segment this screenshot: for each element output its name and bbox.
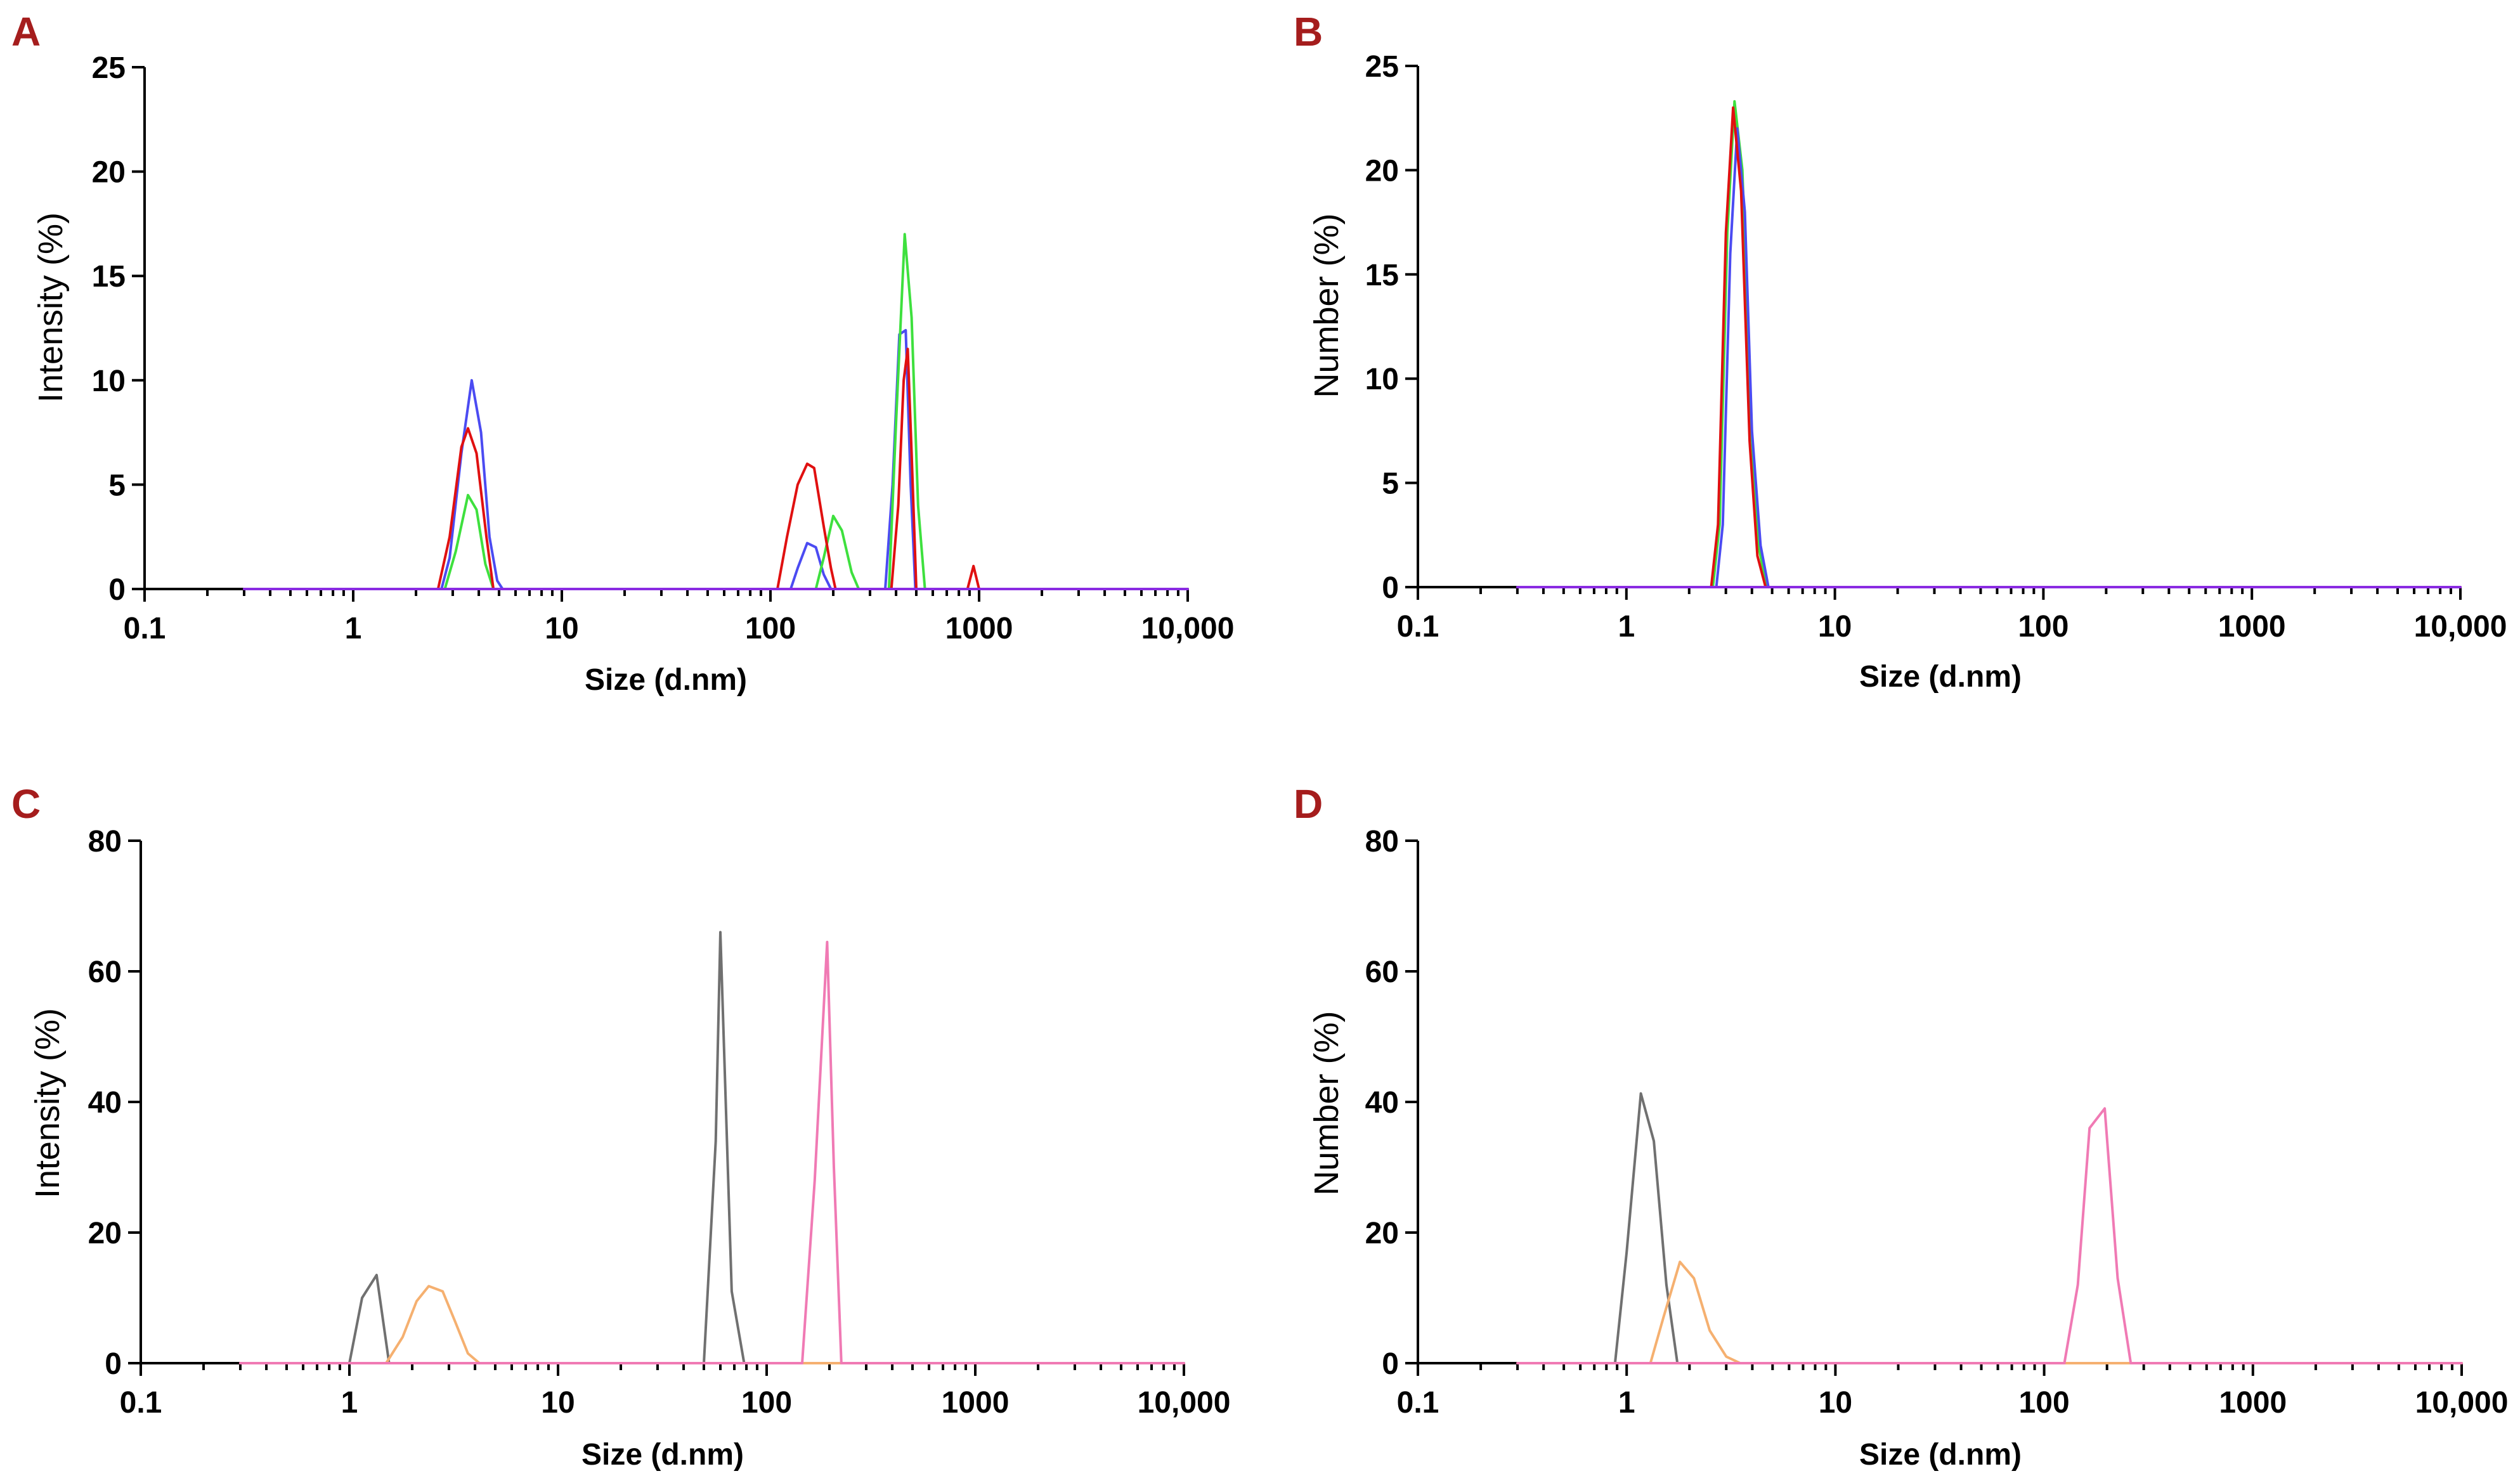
- plot-area-d: 0 20 40 60 80 0.1 1 10 100 1000 10,000: [1365, 825, 2509, 1420]
- x-tick-label: 0.1: [124, 612, 166, 645]
- x-tick-label: 1: [345, 612, 362, 645]
- y-tick-label: 0: [1382, 571, 1399, 605]
- x-tick-label: 1: [1618, 1386, 1635, 1420]
- y-tick-label: 10: [92, 365, 126, 398]
- x-tick-label: 1000: [2219, 1386, 2287, 1420]
- y-tick-label: 10: [1365, 363, 1399, 396]
- y-tick-label: 25: [92, 51, 126, 85]
- panel-letter-c: C: [11, 781, 41, 827]
- series-line-gray2: [703, 931, 746, 1364]
- series-line-gray: [239, 1274, 1185, 1364]
- y-tick-label: 0: [108, 573, 126, 607]
- x-tick-label: 0.1: [1397, 610, 1439, 644]
- series-line-pink: [239, 940, 1185, 1364]
- x-tick-label: 10: [1819, 1386, 1852, 1420]
- x-axis-title-c: Size (d.nm): [581, 1438, 744, 1472]
- y-tick-label: 20: [1365, 1217, 1399, 1250]
- y-tick-label: 20: [92, 156, 126, 190]
- y-tick-label: 60: [1365, 955, 1399, 989]
- series-line-red: [243, 347, 1189, 590]
- panel-d: D Number (%) Size (d.nm) 0 20 40 60 80 0.1 1 10…: [1294, 781, 2508, 1472]
- series-line-red: [1516, 106, 2462, 588]
- y-tick-label: 15: [92, 260, 126, 294]
- y-axis-title-c: Intensity (%): [29, 1008, 67, 1198]
- x-axis-title-b: Size (d.nm): [1859, 660, 2022, 694]
- y-tick-label: 15: [1365, 259, 1399, 292]
- x-axis-title-a: Size (d.nm): [585, 663, 747, 697]
- y-tick-label: 80: [88, 825, 122, 858]
- x-tick-label: 100: [741, 1386, 792, 1420]
- y-tick-label: 40: [88, 1086, 122, 1120]
- x-tick-label: 10: [541, 1386, 575, 1420]
- panel-b: B Number (%) Size (d.nm) 0 5 10 15 20 25 0.1 1 1…: [1294, 9, 2507, 694]
- x-tick-label: 10,000: [2414, 610, 2507, 644]
- x-axis-title-d: Size (d.nm): [1859, 1438, 2022, 1472]
- x-tick-label: 1000: [942, 1386, 1010, 1420]
- panel-letter-d: D: [1294, 781, 1323, 827]
- y-tick-label: 0: [1382, 1347, 1399, 1381]
- series-line-green: [243, 233, 1189, 590]
- y-tick-label: 20: [1365, 154, 1399, 188]
- y-tick-label: 20: [88, 1217, 122, 1250]
- x-tick-label: 10: [1818, 610, 1852, 644]
- x-tick-label: 10: [545, 612, 578, 645]
- series-line-gray: [1516, 1092, 2463, 1364]
- x-tick-label: 100: [745, 612, 796, 645]
- series-line-pink: [1516, 1107, 2463, 1364]
- series-line-green: [1516, 100, 2462, 588]
- panel-letter-a: A: [11, 9, 41, 55]
- x-tick-label: 10,000: [1141, 612, 1235, 645]
- x-tick-label: 10,000: [1138, 1386, 1231, 1420]
- x-tick-label: 1: [341, 1386, 358, 1420]
- x-tick-label: 100: [2018, 610, 2069, 644]
- y-axis-title-b: Number (%): [1308, 213, 1346, 398]
- series-line-blue: [243, 328, 1189, 590]
- y-axis-title-a: Intensity (%): [32, 212, 70, 403]
- plot-area-a: 0 5 10 15 20 25 0.1 1 10 100 1000 10,000: [92, 51, 1235, 645]
- y-tick-label: 40: [1365, 1086, 1399, 1120]
- panel-letter-b: B: [1294, 9, 1323, 55]
- y-tick-label: 80: [1365, 825, 1399, 858]
- x-tick-label: 1: [1618, 610, 1635, 644]
- x-tick-label: 1000: [2218, 610, 2286, 644]
- x-tick-label: 10,000: [2415, 1386, 2509, 1420]
- panel-c: C Intensity (%) Size (d.nm) 0 20 40 60 80 0.1…: [11, 781, 1230, 1472]
- y-tick-label: 5: [1382, 467, 1399, 501]
- plot-area-b: 0 5 10 15 20 25 0.1 1 10 100 1000 10,000: [1365, 50, 2507, 644]
- y-tick-label: 5: [108, 469, 126, 502]
- series-line-blue: [1516, 127, 2462, 588]
- panel-a: A Intensity (%) Size (d.nm) 0 5 10 15 20 25 0.…: [11, 9, 1234, 697]
- y-tick-label: 25: [1365, 50, 1399, 84]
- x-tick-label: 1000: [945, 612, 1013, 645]
- series-line-orange: [1516, 1260, 2463, 1364]
- x-tick-label: 100: [2019, 1386, 2070, 1420]
- plot-area-c: 0 20 40 60 80 0.1 1 10 100 1000 10,000: [88, 825, 1231, 1420]
- y-tick-label: 60: [88, 955, 122, 989]
- y-tick-label: 0: [105, 1347, 122, 1381]
- x-tick-label: 0.1: [1397, 1386, 1439, 1420]
- y-axis-title-d: Number (%): [1308, 1011, 1346, 1195]
- series-line-orange: [239, 1285, 1185, 1364]
- x-tick-label: 0.1: [120, 1386, 162, 1420]
